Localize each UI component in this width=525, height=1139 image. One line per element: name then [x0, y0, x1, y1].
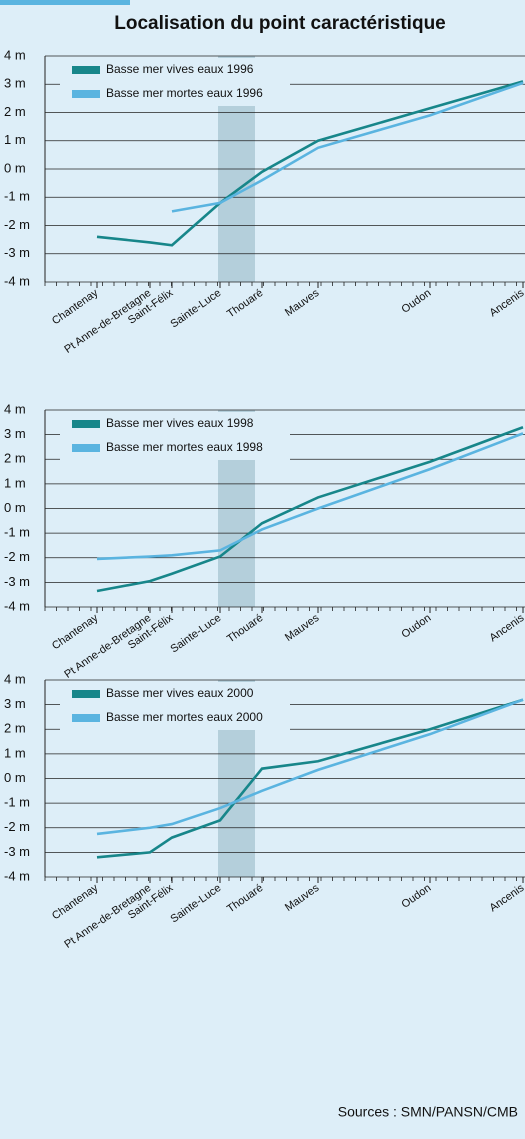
y-tick-label: 3 m — [4, 696, 26, 711]
y-tick-label: -2 m — [4, 217, 30, 232]
y-tick-label: -4 m — [4, 868, 30, 883]
x-tick-label: Oudon — [399, 287, 433, 316]
y-tick-label: 2 m — [4, 451, 26, 466]
x-tick-label: Sainte-Luce — [168, 882, 223, 926]
y-tick-label: 1 m — [4, 132, 26, 147]
legend-swatch — [72, 66, 100, 74]
x-tick-label: Ancenis — [487, 882, 525, 915]
y-tick-label: 4 m — [4, 671, 26, 686]
legend-label: Basse mer vives eaux 1996 — [106, 62, 254, 76]
series-line — [96, 432, 524, 561]
x-tick-label: Sainte-Luce — [168, 287, 223, 331]
y-tick-label: -4 m — [4, 598, 30, 613]
legend-label: Basse mer vives eaux 1998 — [106, 416, 254, 430]
x-tick-label: Oudon — [399, 612, 433, 641]
legend-label: Basse mer vives eaux 2000 — [106, 686, 254, 700]
legend-swatch — [72, 420, 100, 428]
y-tick-label: 0 m — [4, 500, 26, 515]
top-strip — [0, 0, 130, 5]
y-tick-label: 4 m — [4, 47, 26, 62]
x-tick-label: Mauves — [283, 612, 322, 644]
legend-label: Basse mer mortes eaux 2000 — [106, 710, 263, 724]
series-line — [96, 80, 524, 247]
y-tick-label: -2 m — [4, 819, 30, 834]
source: Sources : SMN/PANSN/CMB — [338, 1104, 518, 1120]
legend-swatch — [72, 714, 100, 722]
legend-swatch — [72, 444, 100, 452]
y-tick-label: 1 m — [4, 475, 26, 490]
y-tick-label: 1 m — [4, 745, 26, 760]
y-tick-label: -3 m — [4, 574, 30, 589]
x-tick-label: Mauves — [283, 287, 322, 319]
y-tick-label: -3 m — [4, 844, 30, 859]
y-tick-label: -1 m — [4, 795, 30, 810]
legend-label: Basse mer mortes eaux 1996 — [106, 86, 263, 100]
y-tick-label: 0 m — [4, 770, 26, 785]
legend-swatch — [72, 90, 100, 98]
series-line — [96, 698, 524, 836]
x-tick-label: Chantenay — [50, 882, 101, 923]
x-tick-label: Thouaré — [225, 612, 265, 645]
series-line — [171, 81, 524, 213]
y-tick-label: -2 m — [4, 549, 30, 564]
legend-label: Basse mer mortes eaux 1998 — [106, 440, 263, 454]
y-tick-label: -1 m — [4, 525, 30, 540]
x-tick-label: Thouaré — [225, 882, 265, 915]
y-tick-label: 2 m — [4, 104, 26, 119]
y-tick-label: -3 m — [4, 245, 30, 260]
series-line — [96, 698, 524, 859]
x-tick-label: Oudon — [399, 882, 433, 911]
y-tick-label: -1 m — [4, 189, 30, 204]
title: Localisation du point caractéristique — [114, 13, 446, 34]
x-tick-label: Chantenay — [50, 287, 101, 328]
x-tick-label: Thouaré — [225, 287, 265, 320]
y-tick-label: 3 m — [4, 76, 26, 91]
x-tick-label: Chantenay — [50, 612, 101, 653]
x-tick-label: Ancenis — [487, 287, 525, 320]
y-tick-label: 3 m — [4, 426, 26, 441]
y-tick-label: 4 m — [4, 401, 26, 416]
x-tick-label: Ancenis — [487, 612, 525, 645]
x-tick-label: Sainte-Luce — [168, 612, 223, 656]
y-tick-label: 0 m — [4, 160, 26, 175]
x-tick-label: Mauves — [283, 882, 322, 914]
y-tick-label: -4 m — [4, 273, 30, 288]
y-tick-label: 2 m — [4, 721, 26, 736]
legend-swatch — [72, 690, 100, 698]
